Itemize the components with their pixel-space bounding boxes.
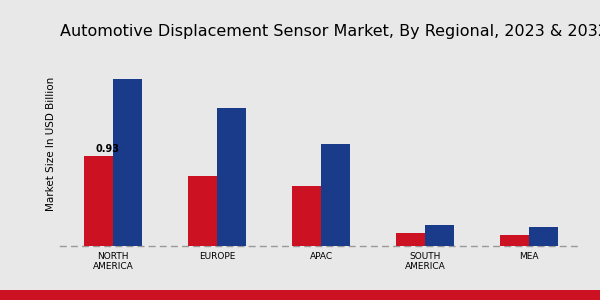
Bar [396,233,425,246]
Bar [292,186,321,246]
Bar [321,144,350,246]
Bar [113,79,142,246]
Bar [84,156,113,246]
Text: 0.93: 0.93 [95,144,119,154]
Bar [529,226,558,246]
Bar [425,225,454,246]
Bar [188,176,217,246]
Bar [217,108,246,246]
Y-axis label: Market Size In USD Billion: Market Size In USD Billion [46,77,56,211]
Text: Automotive Displacement Sensor Market, By Regional, 2023 & 2032: Automotive Displacement Sensor Market, B… [60,24,600,39]
Bar [500,235,529,246]
